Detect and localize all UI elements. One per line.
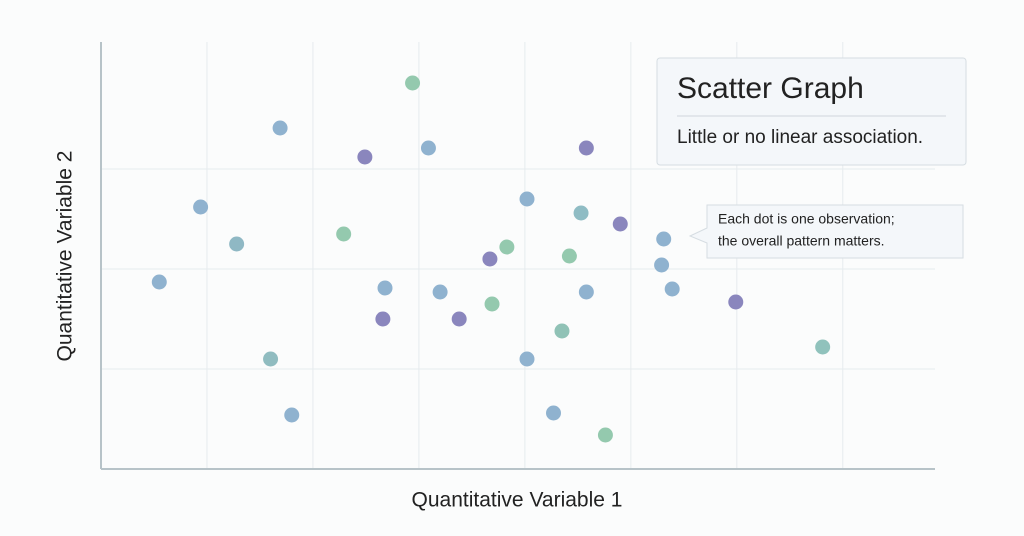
point: [546, 405, 562, 421]
point: [578, 284, 594, 300]
point: [357, 149, 373, 165]
point: [728, 294, 744, 310]
title-box-frame: [656, 57, 967, 166]
point: [815, 339, 831, 355]
x-axis-label: Quantitative Variable 1: [412, 489, 623, 512]
point: [405, 75, 421, 91]
point: [573, 205, 589, 221]
point: [561, 248, 577, 264]
point: [554, 323, 570, 339]
point: [451, 311, 467, 327]
point: [377, 280, 393, 296]
grid: [101, 42, 935, 469]
point: [612, 216, 628, 232]
point: [432, 284, 448, 300]
point: [420, 140, 436, 156]
callout-frame: [688, 204, 964, 259]
point: [484, 296, 500, 312]
point: [664, 281, 680, 297]
point: [336, 226, 352, 242]
chart-title: Scatter Graph: [677, 72, 864, 105]
title-box: Scatter Graph Little or no linear associ…: [656, 57, 967, 166]
callout-line: the overall pattern matters.: [718, 233, 885, 249]
point: [654, 257, 670, 273]
point: [263, 351, 279, 367]
point: [151, 274, 167, 290]
point: [499, 239, 515, 255]
point: [656, 231, 672, 247]
point: [284, 407, 300, 423]
point: [482, 251, 498, 267]
callout: Each dot is one observation; the overall…: [688, 204, 964, 259]
y-axis-label: Quantitative Variable 2: [54, 151, 77, 362]
point: [597, 427, 613, 443]
point: [193, 199, 209, 215]
point: [519, 191, 535, 207]
callout-line: Each dot is one observation;: [718, 211, 895, 227]
points: [151, 75, 831, 443]
point: [519, 351, 535, 367]
point: [272, 120, 288, 136]
point: [578, 140, 594, 156]
point: [229, 236, 245, 252]
chart-subtitle: Little or no linear association.: [677, 127, 923, 148]
point: [375, 311, 391, 327]
